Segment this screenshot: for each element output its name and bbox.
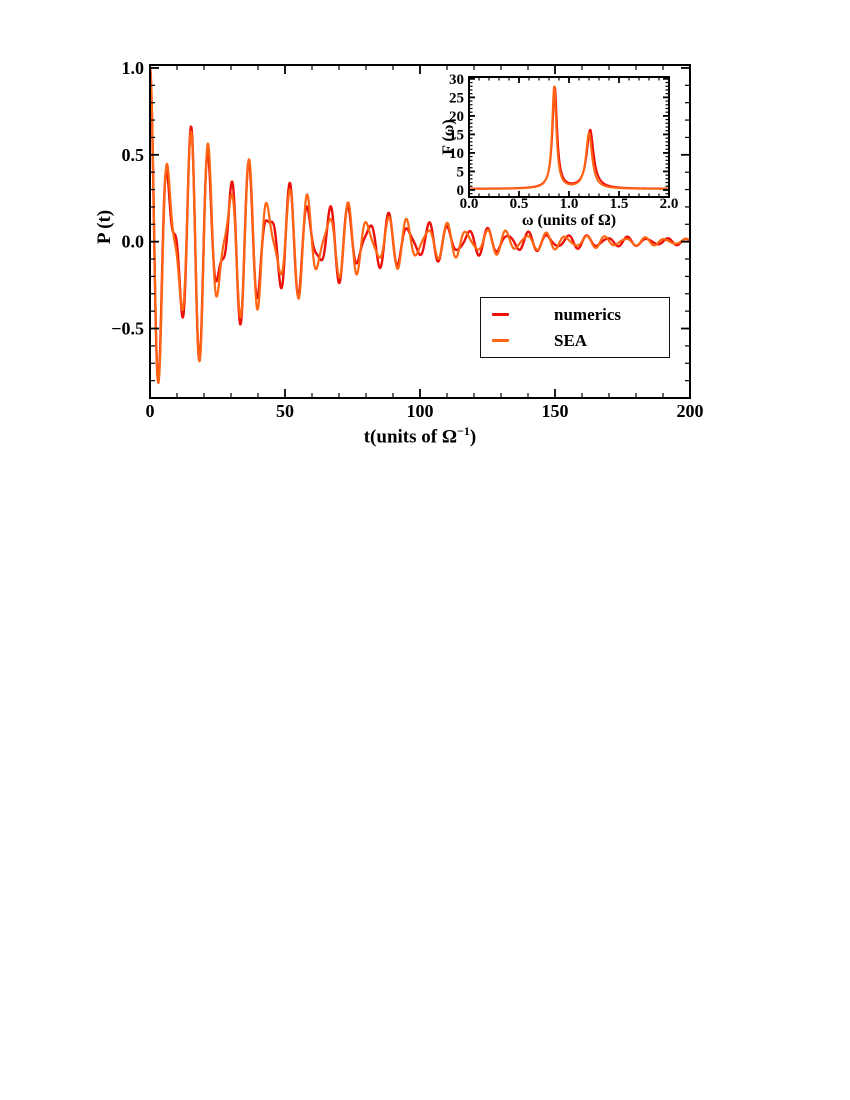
inset-x-tick-label: 0.5: [510, 196, 529, 212]
inset-y-tick-label: 15: [449, 127, 464, 143]
inset-y-tick-label: 10: [449, 146, 464, 162]
legend-label-sea: SEA: [554, 330, 588, 350]
figure-damped-oscillation: 0 50 100 150 200 1.0 0.5 0.0 −0.5 0.0 0.5 1.0 1.5 2.0…: [0, 0, 850, 470]
inset-x-tick-label: 1.5: [610, 196, 629, 212]
inset-y-tick-label: 30: [449, 72, 464, 88]
main-x-tick-label: 50: [276, 401, 294, 421]
main-y-tick-label: −0.5: [111, 319, 144, 339]
legend-item-sea: SEA: [481, 328, 669, 353]
inset-plot-background: [469, 77, 669, 197]
inset-x-tick-label: 2.0: [660, 196, 679, 212]
main-y-tick-label: 1.0: [122, 58, 145, 78]
x-title-exponent: −1: [457, 424, 470, 438]
main-x-tick-label: 150: [542, 401, 569, 421]
main-x-tick-label: 200: [677, 401, 704, 421]
sea-line-swatch: [492, 338, 509, 343]
main-curve-sea: [150, 66, 690, 385]
inset-x-axis-title: ω (units of Ω): [521, 212, 617, 229]
numerics-line-swatch: [492, 312, 509, 317]
inset-y-axis-title: F (ω): [440, 119, 457, 155]
inset-plot: 0.0 0.5 1.0 1.5 2.0 0 5 10 15 20 25 30: [449, 72, 678, 212]
legend-item-numerics: numerics: [481, 302, 669, 327]
inset-y-tick-label: 25: [449, 90, 464, 106]
inset-y-tick-label: 0: [457, 183, 465, 199]
inset-curve-sea: [469, 85, 669, 190]
x-title-pre: t(units of: [363, 426, 442, 448]
inset-x-tick-label: 1.0: [560, 196, 579, 212]
main-y-tick-label: 0.0: [122, 232, 145, 252]
x-title-omega: Ω: [441, 426, 458, 448]
main-y-tick-label: 0.5: [122, 145, 145, 165]
inset-y-tick-label: 20: [449, 109, 464, 125]
x-title-post: ): [469, 426, 477, 448]
inset-y-tick-label: 5: [457, 164, 465, 180]
legend: numerics SEA: [480, 297, 670, 358]
main-x-tick-label: 0: [146, 401, 155, 421]
main-x-tick-label: 100: [407, 401, 434, 421]
legend-label-numerics: numerics: [554, 304, 622, 324]
inset-x-tick-label: 0.0: [460, 196, 479, 212]
main-x-axis-title: t(units of Ω−1): [300, 424, 540, 448]
main-y-axis-title: P (t): [94, 209, 115, 245]
